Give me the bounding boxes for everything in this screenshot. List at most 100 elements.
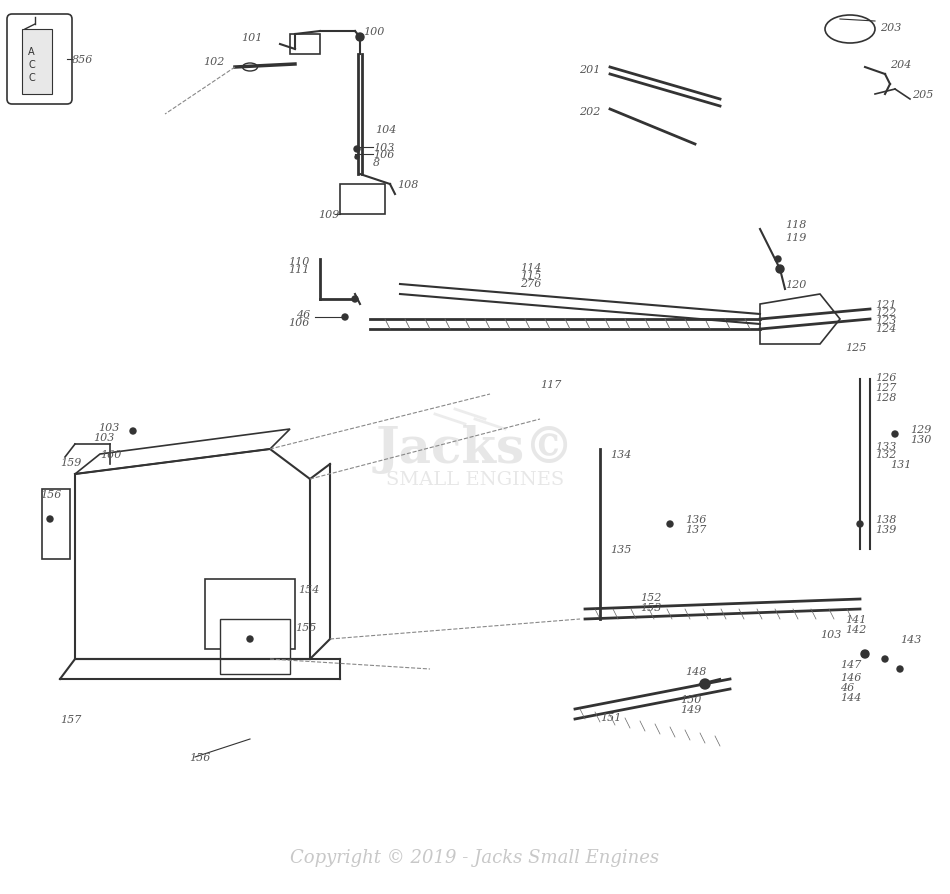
Bar [290, 35, 320, 55]
Circle shape [342, 315, 348, 321]
Circle shape [47, 517, 53, 522]
Text: 128: 128 [875, 392, 897, 402]
Text: 104: 104 [375, 125, 396, 135]
Text: 139: 139 [875, 525, 897, 535]
Text: 126: 126 [875, 373, 897, 383]
Circle shape [247, 637, 253, 642]
Text: 146: 146 [840, 672, 862, 682]
Text: 103: 103 [820, 629, 842, 639]
Bar [22, 30, 52, 95]
Text: 111: 111 [289, 265, 310, 274]
Text: 154: 154 [298, 585, 319, 595]
Text: 124: 124 [875, 324, 897, 333]
Text: 160: 160 [100, 450, 122, 460]
Text: 102: 102 [203, 57, 225, 67]
Text: 122: 122 [875, 308, 897, 317]
Text: A: A [28, 47, 34, 57]
Text: 201: 201 [579, 65, 600, 75]
Text: 159: 159 [60, 458, 82, 468]
Circle shape [892, 432, 898, 437]
Text: 120: 120 [785, 280, 807, 290]
FancyBboxPatch shape [7, 15, 72, 105]
Text: 149: 149 [680, 704, 701, 714]
Text: 127: 127 [875, 383, 897, 392]
Text: 143: 143 [900, 634, 922, 645]
Text: 133: 133 [875, 442, 897, 451]
Ellipse shape [825, 16, 875, 44]
Text: 119: 119 [785, 232, 807, 243]
Text: 123: 123 [875, 316, 897, 325]
Text: 144: 144 [840, 692, 862, 702]
Text: 156: 156 [189, 752, 211, 763]
Text: 115: 115 [520, 271, 542, 281]
Text: 46: 46 [295, 309, 310, 320]
Text: 141: 141 [845, 614, 866, 624]
Text: 114: 114 [520, 263, 542, 273]
Circle shape [897, 666, 903, 672]
Text: 103: 103 [93, 433, 114, 443]
Text: SMALL ENGINES: SMALL ENGINES [386, 470, 564, 488]
Text: 151: 151 [600, 713, 621, 722]
Text: 137: 137 [685, 525, 707, 535]
Polygon shape [760, 295, 840, 344]
Text: 106: 106 [289, 317, 310, 327]
Text: 103: 103 [99, 423, 120, 433]
Text: 136: 136 [685, 514, 707, 525]
Circle shape [352, 297, 358, 303]
Bar [205, 579, 295, 649]
Text: 108: 108 [397, 180, 418, 190]
Circle shape [700, 679, 710, 689]
Text: 147: 147 [840, 659, 862, 670]
Text: 121: 121 [875, 299, 897, 309]
Text: 150: 150 [680, 695, 701, 704]
Text: 130: 130 [910, 434, 931, 444]
Text: 155: 155 [295, 622, 316, 632]
Text: 152: 152 [640, 593, 661, 603]
Text: 138: 138 [875, 514, 897, 525]
Text: 129: 129 [910, 425, 931, 434]
Text: 118: 118 [785, 220, 807, 230]
Circle shape [882, 656, 888, 662]
Circle shape [354, 147, 360, 153]
Text: 276: 276 [520, 279, 542, 289]
Circle shape [861, 650, 869, 658]
Text: 856: 856 [72, 55, 93, 65]
Text: 142: 142 [845, 624, 866, 634]
Text: Jacks©: Jacks© [375, 425, 575, 474]
Text: 205: 205 [912, 90, 933, 100]
Circle shape [356, 34, 364, 42]
Text: 100: 100 [363, 27, 385, 37]
Text: 204: 204 [890, 60, 911, 70]
Circle shape [667, 521, 673, 527]
Text: C: C [28, 60, 35, 70]
Text: 202: 202 [579, 107, 600, 117]
Text: 110: 110 [289, 257, 310, 266]
Circle shape [776, 266, 784, 274]
Bar [220, 620, 290, 674]
Circle shape [355, 156, 359, 160]
Text: 135: 135 [610, 544, 632, 554]
Text: 153: 153 [640, 603, 661, 612]
Text: 134: 134 [610, 450, 632, 460]
Polygon shape [75, 429, 290, 475]
Ellipse shape [242, 64, 257, 72]
Text: 101: 101 [241, 33, 263, 43]
Text: 117: 117 [540, 380, 561, 390]
Circle shape [857, 521, 863, 527]
Text: 148: 148 [685, 666, 707, 676]
Text: 46: 46 [840, 682, 854, 692]
Text: 106: 106 [373, 150, 394, 160]
Text: 103: 103 [373, 143, 394, 153]
Text: 131: 131 [890, 460, 911, 469]
Circle shape [130, 428, 136, 434]
Text: 156: 156 [40, 489, 62, 500]
Text: Copyright © 2019 - Jacks Small Engines: Copyright © 2019 - Jacks Small Engines [291, 848, 659, 866]
Bar [340, 185, 385, 215]
Text: C: C [28, 73, 35, 83]
Bar [42, 489, 70, 560]
Text: 8: 8 [373, 158, 380, 168]
Text: 132: 132 [875, 450, 897, 460]
Text: 203: 203 [880, 23, 902, 33]
Text: 125: 125 [845, 342, 866, 352]
Circle shape [775, 257, 781, 263]
